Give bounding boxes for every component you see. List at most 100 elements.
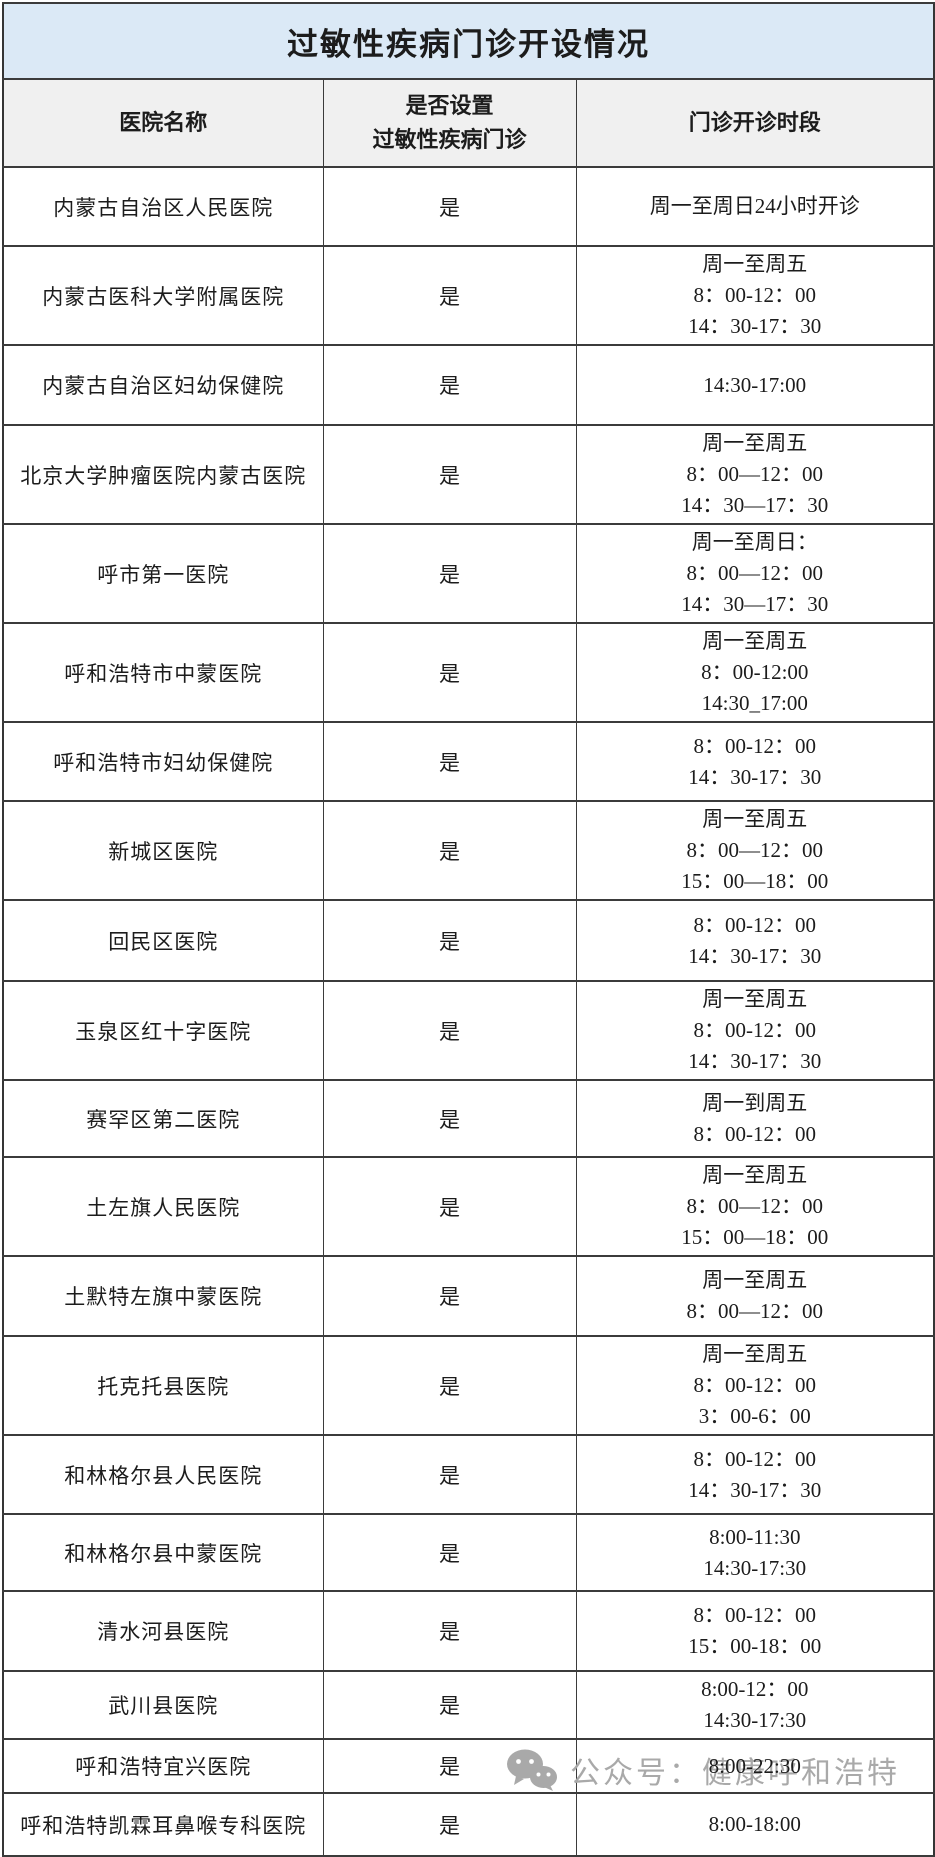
has-clinic-value: 是	[322, 523, 577, 624]
clinic-hours: 周一至周五 8：00—12：00 14：30—17：30	[681, 431, 829, 517]
clinic-hours-cell: 8:00-18:00	[575, 1792, 935, 1857]
table-row: 呼和浩特市妇幼保健院 是 8：00-12：00 14：30-17：30	[2, 721, 935, 802]
clinic-hours-cell: 8:00-12：00 14:30-17:30	[575, 1670, 935, 1740]
clinic-hours-cell: 周一至周五 8：00-12：00 14：30-17：30	[575, 245, 935, 346]
clinic-hours: 周一到周五 8：00-12：00	[693, 1090, 817, 1146]
clinic-hours: 周一至周五 8：00—12：00 15：00—18：00	[681, 1163, 829, 1249]
hospital-name: 内蒙古自治区妇幼保健院	[2, 344, 324, 426]
clinic-hours-cell: 8:00-22:30	[575, 1738, 935, 1794]
hospital-name: 和林格尔县人民医院	[2, 1434, 324, 1515]
page-title: 过敏性疾病门诊开设情况	[2, 2, 935, 80]
clinic-hours-cell: 8：00-12：00 14：30-17：30	[575, 721, 935, 802]
hospital-name: 呼和浩特市中蒙医院	[2, 622, 324, 723]
hospital-name: 内蒙古医科大学附属医院	[2, 245, 324, 346]
hospital-name: 北京大学肿瘤医院内蒙古医院	[2, 424, 324, 525]
wechat-icon	[506, 1749, 558, 1791]
table-row: 新城区医院 是 周一至周五 8：00—12：00 15：00—18：00	[2, 800, 935, 901]
clinic-hours: 8：00-12：00 14：30-17：30	[688, 912, 822, 968]
has-clinic-value: 是	[322, 424, 577, 525]
clinic-hours-cell: 14:30-17:00	[575, 344, 935, 426]
table-row: 回民区医院 是 8：00-12：00 14：30-17：30	[2, 899, 935, 982]
hospital-name: 呼和浩特市妇幼保健院	[2, 721, 324, 802]
has-clinic-value: 是	[322, 721, 577, 802]
clinic-hours: 8：00-12：00 14：30-17：30	[688, 1446, 822, 1502]
table-row: 呼市第一医院 是 周一至周日： 8：00—12：00 14：30—17：30	[2, 523, 935, 624]
clinic-hours-cell: 周一至周五 8：00—12：00 14：30—17：30	[575, 424, 935, 525]
clinic-hours: 周一至周五 8：00—12：00 15：00—18：00	[681, 807, 829, 893]
has-clinic-value: 是	[322, 245, 577, 346]
clinic-hours-cell: 周一到周五 8：00-12：00	[575, 1079, 935, 1158]
hospital-name: 呼和浩特凯霖耳鼻喉专科医院	[2, 1792, 324, 1857]
title-row: 过敏性疾病门诊开设情况	[2, 2, 935, 80]
has-clinic-value: 是	[322, 1255, 577, 1337]
clinic-hours: 14:30-17:00	[703, 372, 807, 397]
has-clinic-value: 是	[322, 344, 577, 426]
clinic-hours-cell: 8：00-12：00 14：30-17：30	[575, 1434, 935, 1515]
has-clinic-value: 是	[322, 166, 577, 247]
clinic-hours: 周一至周五 8：00-12：00 14：30-17：30	[688, 252, 822, 338]
clinic-hours: 8:00-18:00	[708, 1812, 801, 1836]
clinic-hours-cell: 周一至周五 8：00-12：00 14：30-17：30	[575, 980, 935, 1081]
has-clinic-value: 是	[322, 1792, 577, 1857]
table-row: 赛罕区第二医院 是 周一到周五 8：00-12：00	[2, 1079, 935, 1158]
table-row: 北京大学肿瘤医院内蒙古医院 是 周一至周五 8：00—12：00 14：30—1…	[2, 424, 935, 525]
table-row: 武川县医院 是 8:00-12：00 14:30-17:30	[2, 1670, 935, 1740]
table-row: 内蒙古医科大学附属医院 是 周一至周五 8：00-12：00 14：30-17：…	[2, 245, 935, 346]
has-clinic-value: 是	[322, 1156, 577, 1257]
hospital-name: 内蒙古自治区人民医院	[2, 166, 324, 247]
clinic-hours: 8:00-22:30	[708, 1753, 801, 1778]
clinic-hours: 8：00-12：00 15：00-18：00	[688, 1603, 822, 1658]
clinic-hours: 周一至周五 8：00-12：00 3：00-6：00	[693, 1342, 817, 1428]
has-clinic-value: 是	[322, 622, 577, 723]
hospital-name: 赛罕区第二医院	[2, 1079, 324, 1158]
table-row: 托克托县医院 是 周一至周五 8：00-12：00 3：00-6：00	[2, 1335, 935, 1436]
clinic-hours-cell: 8:00-11:30 14:30-17:30	[575, 1513, 935, 1592]
hospital-name: 土左旗人民医院	[2, 1156, 324, 1257]
header-row: 医院名称 是否设置 过敏性疾病门诊 门诊开诊时段	[2, 78, 935, 168]
hospital-name: 玉泉区红十字医院	[2, 980, 324, 1081]
column-header-hours: 门诊开诊时段	[575, 78, 935, 168]
hospital-name: 托克托县医院	[2, 1335, 324, 1436]
clinic-hours-cell: 周一至周五 8：00-12:00 14:30_17:00	[575, 622, 935, 723]
clinic-hours: 周一至周五 8：00-12:00 14:30_17:00	[701, 629, 809, 715]
table-row: 呼和浩特凯霖耳鼻喉专科医院 是 8:00-18:00	[2, 1792, 935, 1857]
clinic-hours: 8：00-12：00 14：30-17：30	[688, 733, 822, 789]
column-header-has-clinic: 是否设置 过敏性疾病门诊	[322, 78, 577, 168]
has-clinic-value: 是	[322, 980, 577, 1081]
table-row: 呼和浩特市中蒙医院 是 周一至周五 8：00-12:00 14:30_17:00	[2, 622, 935, 723]
has-clinic-value: 是	[322, 1335, 577, 1436]
hospital-name: 土默特左旗中蒙医院	[2, 1255, 324, 1337]
hospital-name: 呼和浩特宜兴医院	[2, 1738, 324, 1794]
hospital-name: 新城区医院	[2, 800, 324, 901]
has-clinic-value: 是	[322, 1590, 577, 1672]
has-clinic-value: 是	[322, 899, 577, 982]
clinic-hours-cell: 周一至周五 8：00-12：00 3：00-6：00	[575, 1335, 935, 1436]
table-row: 玉泉区红十字医院 是 周一至周五 8：00-12：00 14：30-17：30	[2, 980, 935, 1081]
clinic-hours: 周一至周五 8：00-12：00 14：30-17：30	[688, 987, 822, 1073]
clinic-hours: 周一至周日： 8：00—12：00 14：30—17：30	[681, 530, 829, 616]
hospital-name: 武川县医院	[2, 1670, 324, 1740]
table-row: 土左旗人民医院 是 周一至周五 8：00—12：00 15：00—18：00	[2, 1156, 935, 1257]
clinic-hours: 周一至周日24小时开诊	[649, 194, 860, 218]
clinic-hours: 8:00-12：00 14:30-17:30	[701, 1677, 809, 1732]
clinic-hours-cell: 周一至周五 8：00—12：00	[575, 1255, 935, 1337]
clinic-hours-cell: 周一至周日： 8：00—12：00 14：30—17：30	[575, 523, 935, 624]
has-clinic-value: 是	[322, 1434, 577, 1515]
table-row: 和林格尔县人民医院 是 8：00-12：00 14：30-17：30	[2, 1434, 935, 1515]
table-row: 和林格尔县中蒙医院 是 8:00-11:30 14:30-17:30	[2, 1513, 935, 1592]
hospital-name: 和林格尔县中蒙医院	[2, 1513, 324, 1592]
column-header-hospital: 医院名称	[2, 78, 324, 168]
hospital-name: 回民区医院	[2, 899, 324, 982]
clinic-hours-cell: 周一至周日24小时开诊	[575, 166, 935, 247]
clinic-hours-cell: 周一至周五 8：00—12：00 15：00—18：00	[575, 1156, 935, 1257]
clinic-hours: 8:00-11:30 14:30-17:30	[703, 1524, 807, 1580]
table-row: 清水河县医院 是 8：00-12：00 15：00-18：00	[2, 1590, 935, 1672]
has-clinic-value: 是	[322, 1079, 577, 1158]
watermark-text: 公众号：健康呼和浩特	[570, 1757, 900, 1790]
clinic-hours-cell: 8：00-12：00 15：00-18：00	[575, 1590, 935, 1672]
has-clinic-value: 是	[322, 1670, 577, 1740]
table-row: 内蒙古自治区妇幼保健院 是 14:30-17:00	[2, 344, 935, 426]
wechat-watermark: 公众号：健康呼和浩特	[506, 1748, 900, 1792]
hospital-name: 清水河县医院	[2, 1590, 324, 1672]
